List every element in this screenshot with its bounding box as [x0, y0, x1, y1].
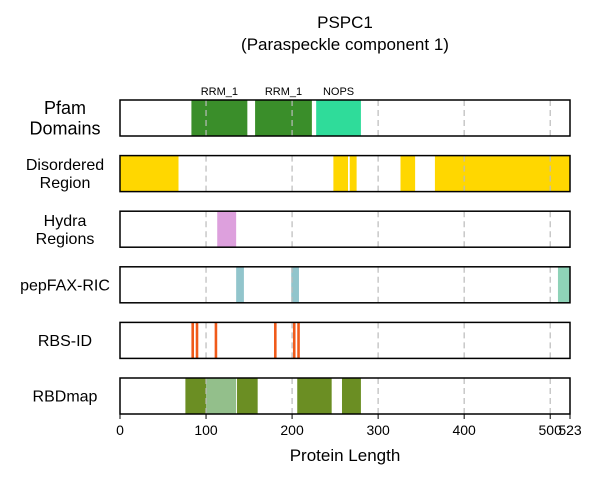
- segment-label: RRM_1: [265, 86, 302, 98]
- track-frame: [119, 99, 571, 137]
- segment-disordered-region-3: [400, 155, 416, 192]
- segment-label: NOPS: [323, 86, 354, 98]
- segment-rbs-id-2: [214, 322, 218, 359]
- track-background: [120, 211, 570, 248]
- segment-rbs-id-4: [292, 322, 296, 359]
- segment-pepfax-ric-2: [557, 266, 570, 303]
- feature-tracks: RRM_1 RRM_1 NOPSPfamDomainsDisorderedRegio…: [20, 86, 571, 415]
- segment-label: RRM_1: [201, 86, 238, 98]
- track-label: RBS-ID: [38, 333, 92, 350]
- track-rbdmap: RBDmap: [33, 377, 571, 415]
- track-label: Regions: [36, 231, 95, 248]
- track-frame: [119, 377, 571, 415]
- track-label: Disordered: [26, 157, 104, 174]
- segment-rbdmap-1: [206, 378, 237, 414]
- track-label: Pfam: [44, 98, 86, 118]
- segment-disordered-region-2: [349, 155, 357, 192]
- segment-pfam-domains-2: [316, 100, 361, 136]
- chart-title: PSPC1: [317, 13, 373, 32]
- segment-pfam-domains-1: [255, 100, 312, 136]
- x-tick-label: 100: [194, 422, 218, 438]
- segment-pepfax-ric-1: [291, 266, 299, 303]
- track-frame: [119, 266, 571, 304]
- track-frame: [119, 210, 571, 248]
- x-axis-label: Protein Length: [290, 446, 401, 465]
- segment-disordered-region-0: [120, 155, 179, 192]
- track-frame: [119, 154, 571, 193]
- x-tick-label: 400: [452, 422, 476, 438]
- segment-pfam-domains-0: [191, 100, 248, 136]
- track-background: [120, 322, 570, 359]
- segment-rbdmap-0: [185, 378, 207, 414]
- track-label: Region: [40, 175, 91, 192]
- segment-rbdmap-3: [297, 378, 332, 414]
- track-label: Hydra: [44, 213, 87, 230]
- segment-rbs-id-1: [195, 322, 199, 359]
- segment-disordered-region-1: [333, 155, 349, 192]
- segment-disordered-region-4: [434, 155, 570, 192]
- segment-rbdmap-2: [237, 378, 258, 414]
- chart-subtitle: (Paraspeckle component 1): [241, 35, 449, 54]
- x-tick-label: 500: [539, 422, 563, 438]
- x-tick-label: 0: [116, 422, 124, 438]
- track-rbs-id: RBS-ID: [38, 321, 571, 360]
- segment-hydra-regions-0: [217, 211, 237, 248]
- x-tick-label: 200: [280, 422, 304, 438]
- segment-pepfax-ric-0: [236, 266, 244, 303]
- track-label: pepFAX-RIC: [20, 277, 110, 294]
- track-label: RBDmap: [33, 389, 98, 406]
- segment-rbs-id-0: [191, 322, 194, 359]
- segment-rbs-id-5: [297, 322, 300, 359]
- x-tick-label: 523: [558, 422, 582, 438]
- segment-rbdmap-4: [341, 378, 361, 414]
- track-pepfax-ric: pepFAX-RIC: [20, 266, 571, 304]
- track-frame: [119, 321, 571, 360]
- x-tick-label: 300: [366, 422, 390, 438]
- segment-rbs-id-3: [274, 322, 277, 359]
- track-label: Domains: [29, 118, 100, 138]
- track-background: [120, 266, 570, 303]
